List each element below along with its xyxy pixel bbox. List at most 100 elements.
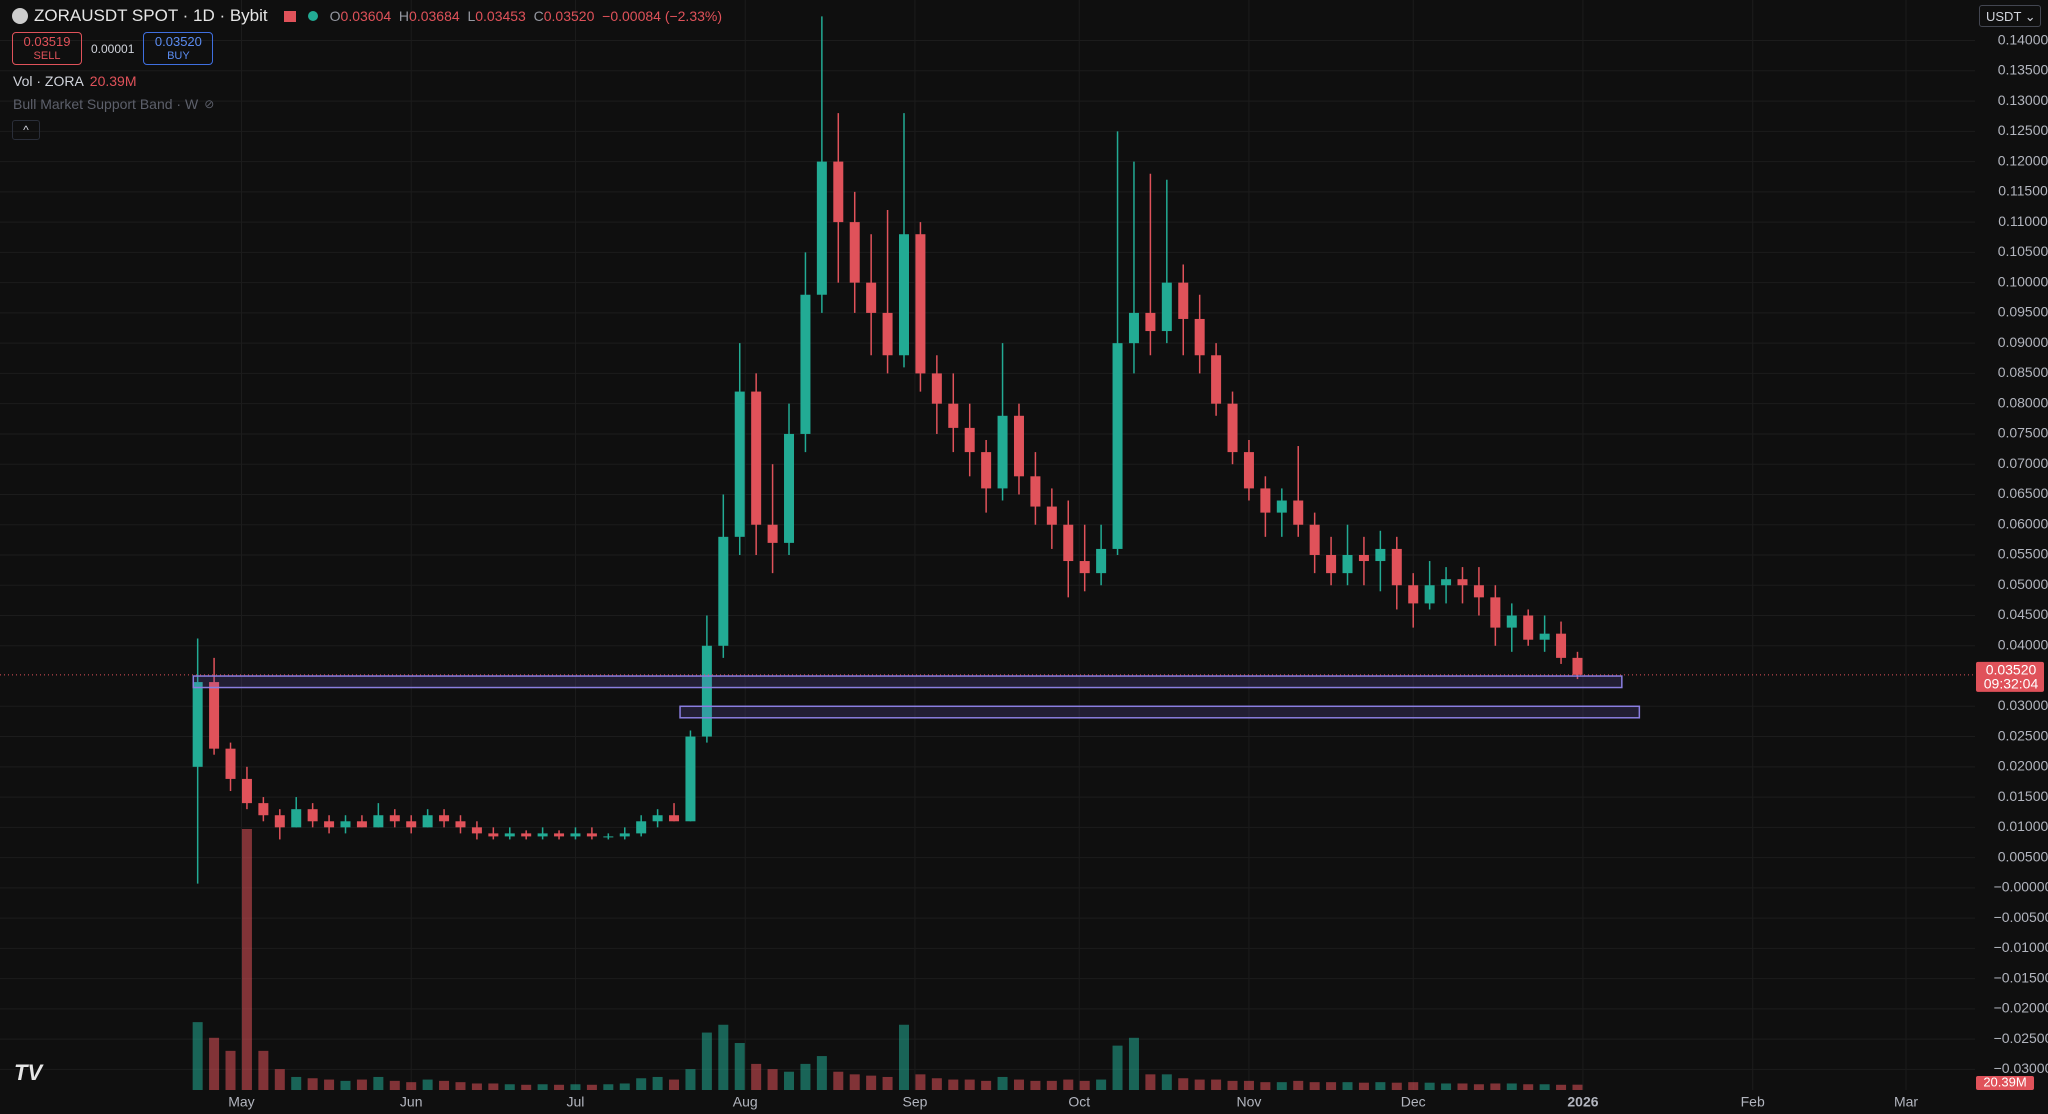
y-tick-label: 0.09000	[1998, 334, 2048, 350]
candle-body	[192, 682, 203, 767]
volume-legend[interactable]: Vol · ZORA 20.39M	[13, 73, 137, 89]
symbol[interactable]: ZORAUSDT SPOT · 1D · Bybit	[34, 6, 268, 25]
candle-body	[389, 815, 400, 822]
volume-bar	[866, 1075, 877, 1090]
y-tick-label: 0.10000	[1998, 273, 2048, 289]
volume-bar	[1243, 1080, 1254, 1090]
sell-label: SELL	[33, 49, 61, 62]
x-tick-label: Feb	[1741, 1094, 1765, 1110]
volume-bar	[1539, 1084, 1550, 1090]
candle-body	[1112, 343, 1123, 549]
candle-body	[669, 815, 680, 822]
candle-body	[1326, 554, 1337, 574]
y-tick-label: 0.13000	[1998, 92, 2048, 108]
candle-body	[718, 536, 729, 646]
candle-body	[422, 815, 433, 828]
flag[interactable]	[283, 10, 296, 22]
candle-body	[1079, 561, 1090, 574]
volume-bar	[784, 1071, 795, 1090]
y-tick-label: 0.09500	[1998, 304, 2048, 320]
volume-bar	[488, 1083, 499, 1090]
candle-body	[373, 815, 384, 828]
y-tick-label: 0.04000	[1998, 636, 2048, 652]
candle-body	[1161, 282, 1172, 332]
candle-body	[1556, 633, 1567, 658]
x-tick-label: Jun	[400, 1094, 423, 1110]
volume-bar	[603, 1084, 614, 1090]
buy-button[interactable]: 0.03520 BUY	[143, 32, 214, 65]
volume-bar	[1260, 1082, 1271, 1090]
sell-button[interactable]: 0.03519 SELL	[12, 32, 82, 65]
volume-bar	[1145, 1074, 1156, 1090]
y-tick-label: −0.02000	[1994, 1000, 2048, 1016]
header-line: ZORAUSDT SPOT · 1D · Bybit O0.03604 H0.0…	[12, 6, 722, 26]
y-tick-label: 0.03000	[1998, 697, 2048, 713]
candle-body	[1391, 548, 1402, 586]
volume-bar	[751, 1063, 762, 1090]
value: 0.03520	[543, 8, 595, 24]
candle-body	[1260, 488, 1271, 513]
candle-body	[439, 815, 450, 822]
y-tick-label: 0.05500	[1998, 546, 2048, 562]
candle-body	[685, 736, 696, 822]
candle-body	[1243, 452, 1254, 489]
indicator: Bull Market Support Band · W	[13, 96, 199, 112]
candle-body	[964, 427, 975, 453]
y-tick-label: −0.00500	[1994, 909, 2048, 925]
label: L	[467, 8, 476, 24]
y-tick-label: 0.07000	[1998, 455, 2048, 471]
volume-bar	[439, 1080, 450, 1090]
candle-body	[849, 222, 860, 283]
volume-bar	[1408, 1082, 1419, 1090]
collapse-button[interactable]: ^	[12, 120, 40, 140]
label: H	[398, 8, 410, 24]
volume-bar	[291, 1076, 302, 1090]
volume-bar	[1391, 1082, 1402, 1090]
candle-body	[701, 645, 712, 737]
volume-bar	[1342, 1082, 1353, 1090]
volume-bar	[1079, 1080, 1090, 1090]
candle-body	[1473, 585, 1484, 598]
candle-body	[1309, 524, 1320, 555]
label: C	[533, 8, 544, 24]
currency-select[interactable]: USDT ⌄	[1979, 5, 2041, 27]
volume-bar	[652, 1076, 663, 1090]
y-tick-label: 0.08000	[1998, 394, 2048, 410]
volume-bar	[734, 1043, 745, 1090]
volume-bar	[307, 1078, 318, 1090]
x-tick-label: Sep	[902, 1094, 927, 1110]
candle-body	[1424, 585, 1435, 604]
volume-bar	[241, 829, 252, 1090]
volume-bar	[1030, 1080, 1041, 1090]
sell-price: 0.03519	[23, 33, 71, 49]
x-tick-label: Aug	[733, 1094, 758, 1110]
y-tick-label: 0.06500	[1998, 485, 2048, 501]
candle-body	[734, 391, 745, 537]
volume-bar	[1506, 1083, 1517, 1090]
buy-price: 0.03520	[154, 33, 202, 49]
logo: TV	[14, 1060, 43, 1085]
hidden-icon[interactable]: ⊘	[204, 97, 215, 111]
indicator-legend[interactable]: Bull Market Support Band · W ⊘	[13, 96, 214, 112]
candle-body	[784, 433, 795, 543]
volume-bar	[1128, 1037, 1139, 1090]
volume-bar	[636, 1078, 647, 1090]
ohlc: O0.03604 H0.03684 L0.03453 C0.03520 −0.0…	[330, 8, 722, 24]
candle-body	[800, 294, 811, 434]
y-tick-label: 0.14000	[1998, 31, 2048, 47]
volume-bar	[406, 1082, 417, 1090]
volume-bar	[1358, 1082, 1369, 1090]
y-tick-label: −0.01000	[1994, 939, 2048, 955]
candle-body	[209, 682, 220, 749]
buy-label: BUY	[167, 49, 190, 62]
x-tick-label: Nov	[1237, 1094, 1262, 1110]
volume-bar	[964, 1079, 975, 1090]
y-tick-label: 0.06000	[1998, 515, 2048, 531]
volume-bar	[619, 1083, 630, 1090]
candle-body	[1211, 355, 1222, 404]
change: −0.00084 (−2.33%)	[602, 8, 723, 24]
volume-bar	[669, 1079, 680, 1090]
value: 0.03684	[409, 8, 460, 24]
volume-bar	[274, 1069, 285, 1090]
